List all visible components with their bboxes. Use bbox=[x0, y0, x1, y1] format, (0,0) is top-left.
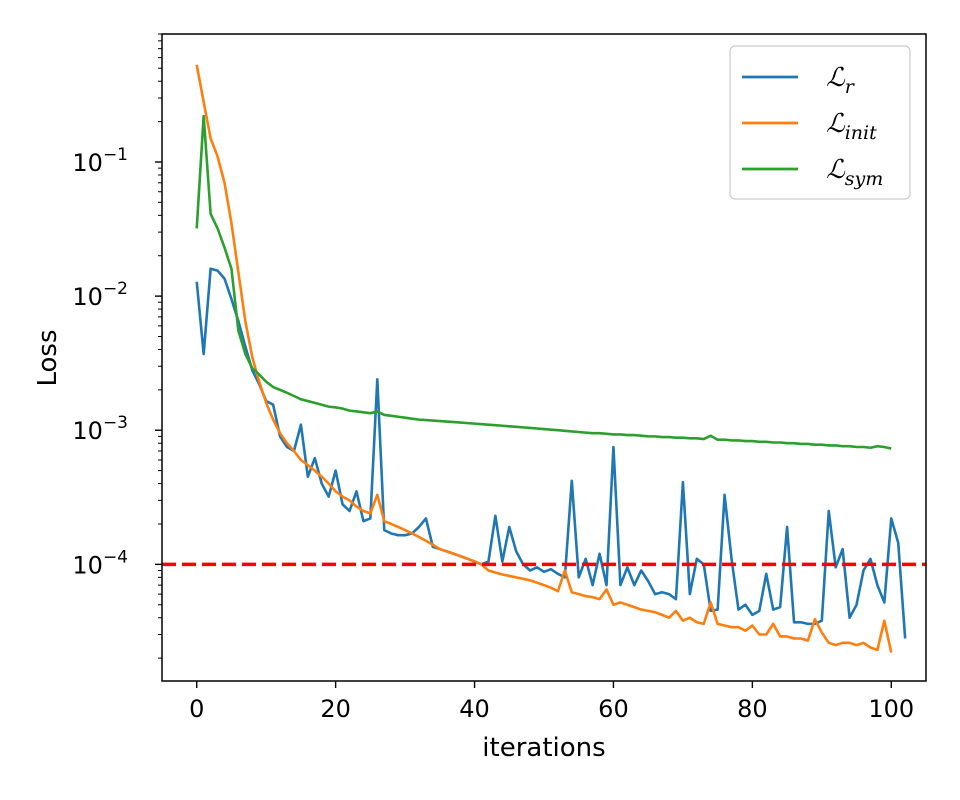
x-tick-label-40: 40 bbox=[459, 695, 490, 723]
x-axis-title: iterations bbox=[482, 733, 605, 763]
x-tick-label-80: 80 bbox=[737, 695, 768, 723]
x-tick-label-20: 20 bbox=[320, 695, 351, 723]
y-axis-title: Loss bbox=[33, 329, 63, 386]
y-tick-label-3: 10−3 bbox=[72, 413, 128, 445]
x-axis: 0 20 40 60 80 100 bbox=[189, 681, 914, 723]
legend-label-3: ℒsym bbox=[826, 155, 883, 190]
series-line-2 bbox=[195, 64, 893, 653]
x-tick-label-100: 100 bbox=[868, 695, 914, 723]
y-tick-label-2: 10−2 bbox=[72, 279, 128, 311]
y-tick-label-1: 10−1 bbox=[72, 145, 128, 177]
series-line-1 bbox=[195, 267, 907, 639]
legend-label-2: ℒinit bbox=[826, 109, 877, 144]
legend-label-1: ℒr bbox=[826, 63, 856, 98]
y-axis: 10−1 10−2 10−3 10−4 bbox=[72, 33, 162, 659]
series-layer bbox=[195, 64, 907, 653]
x-tick-label-60: 60 bbox=[598, 695, 629, 723]
x-tick-label-0: 0 bbox=[189, 695, 204, 723]
legend-frame bbox=[729, 45, 911, 200]
y-tick-label-4: 10−4 bbox=[72, 547, 128, 579]
axes-frame bbox=[161, 33, 927, 682]
series-line-3 bbox=[195, 114, 892, 450]
legend: ℒr ℒinit ℒsym bbox=[729, 45, 911, 200]
